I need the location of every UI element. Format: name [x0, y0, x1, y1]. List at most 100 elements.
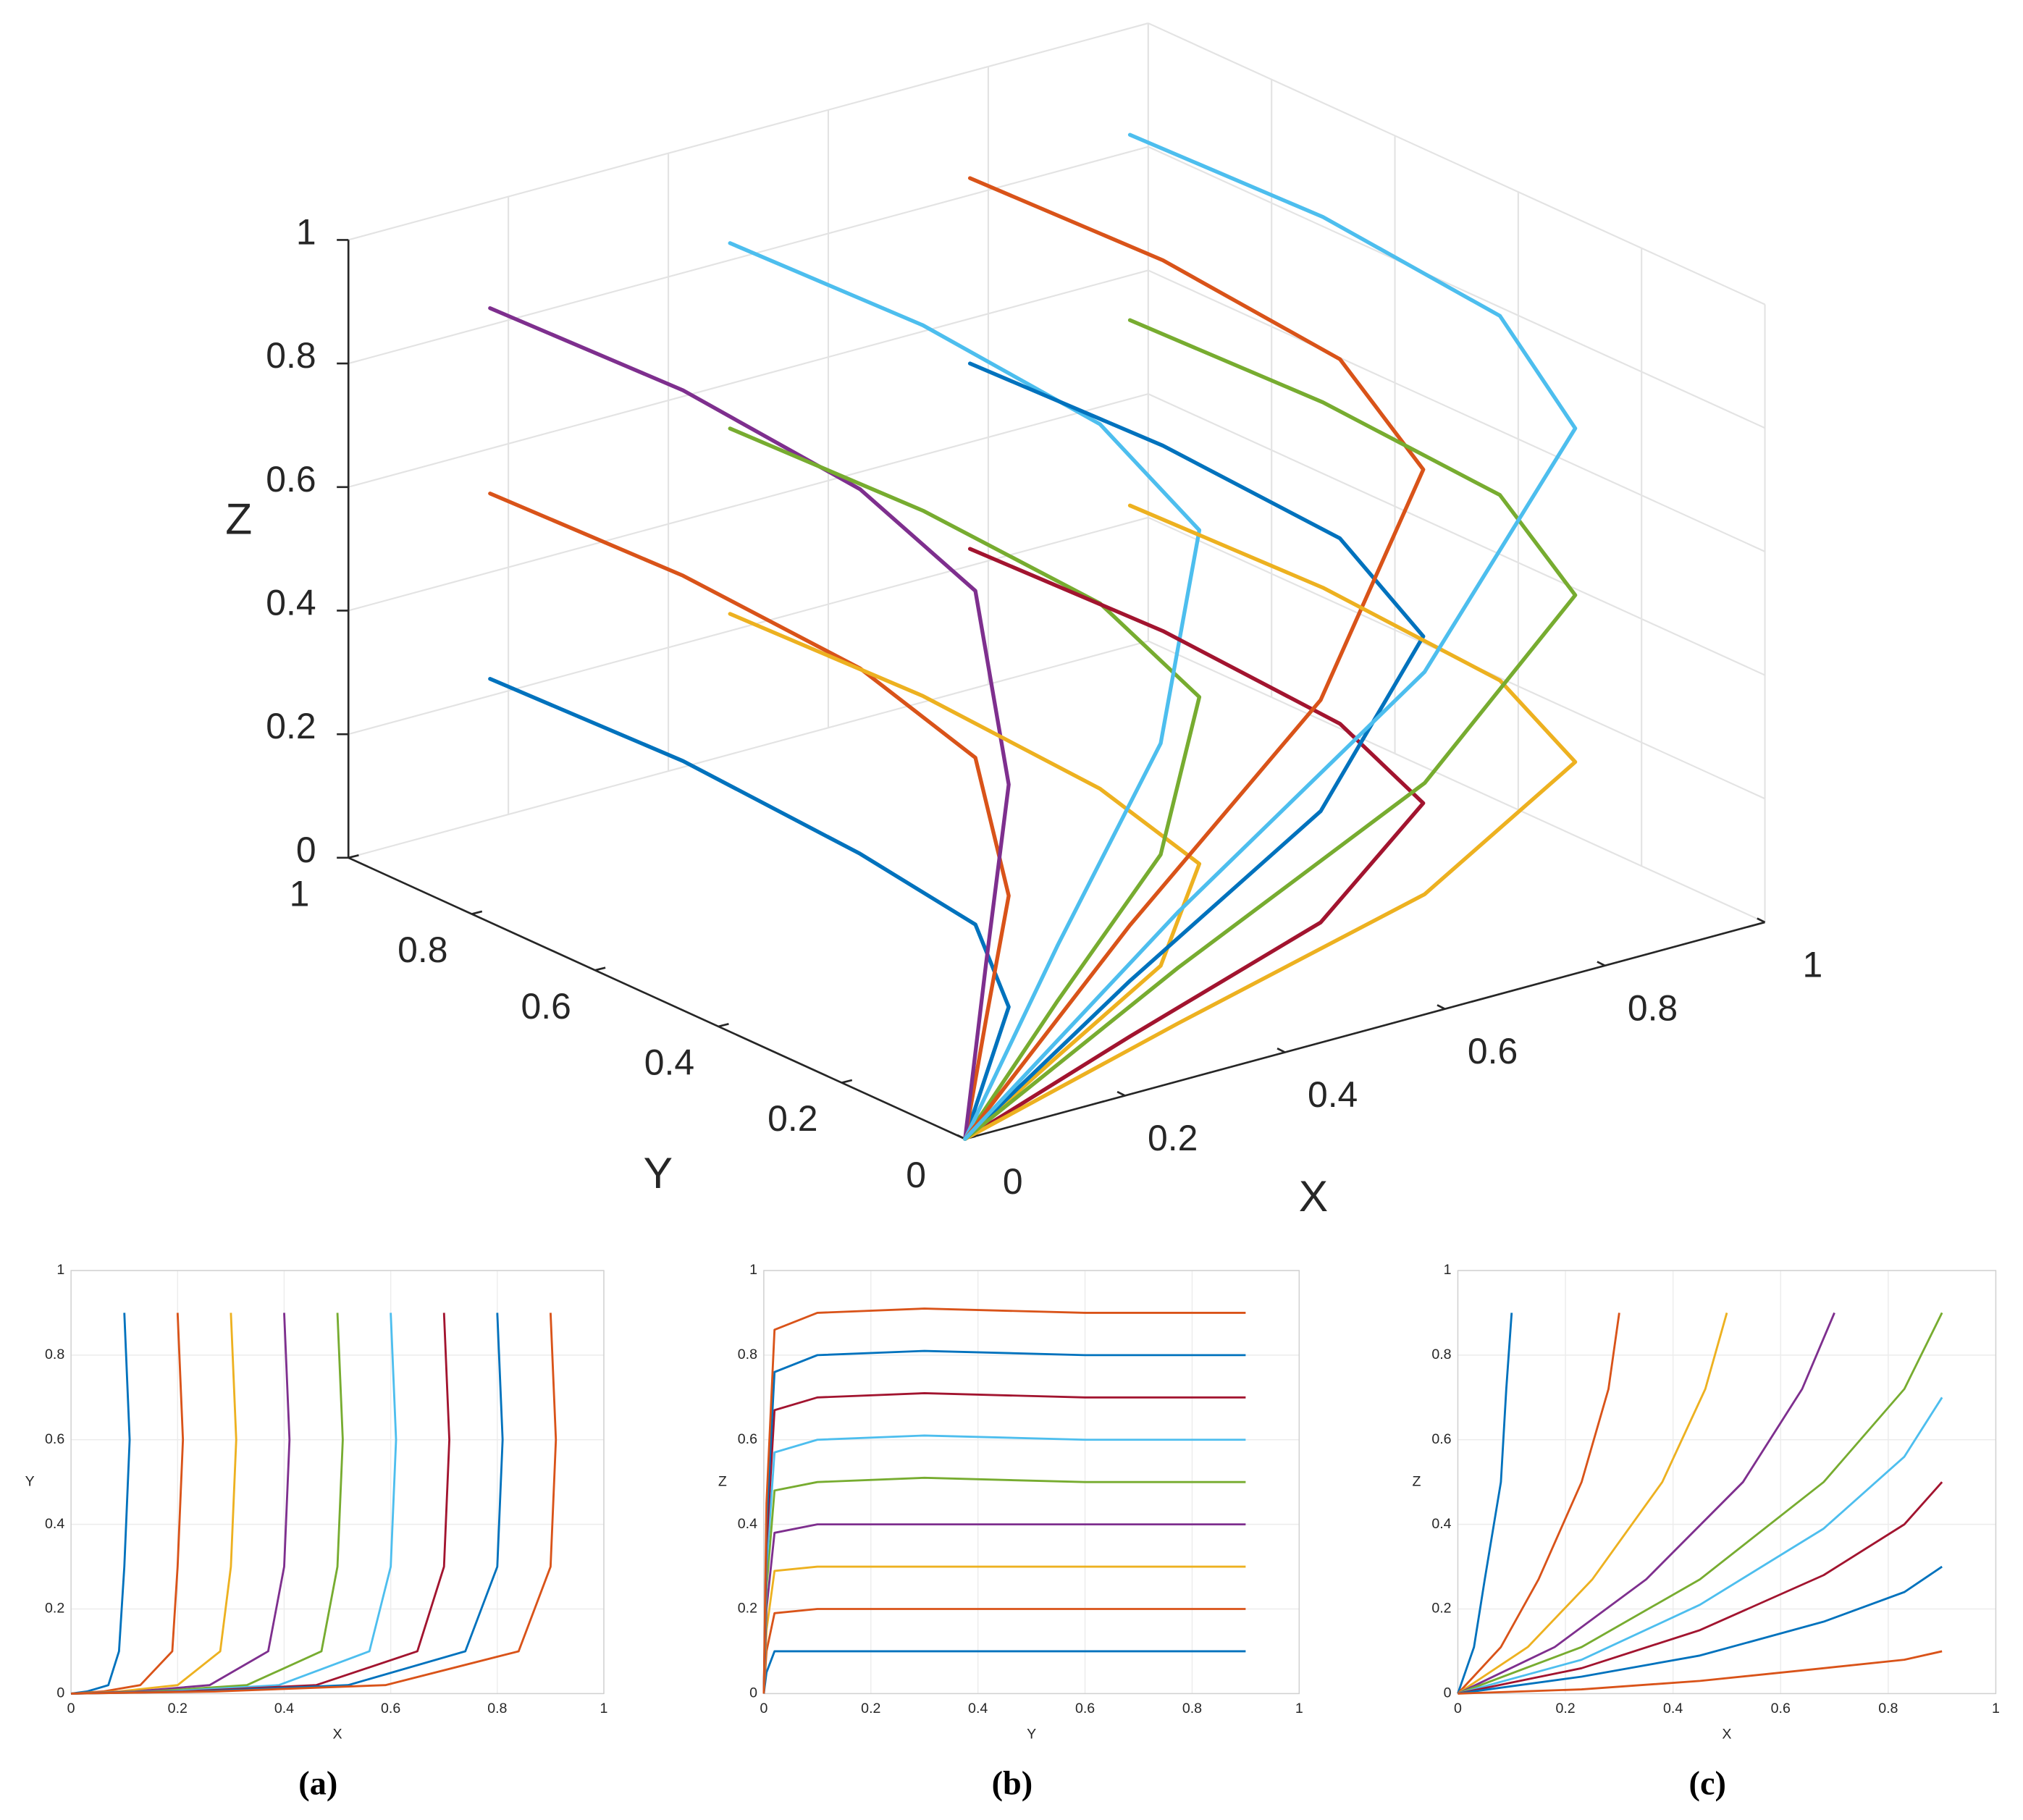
y-tick-label: 0.6 — [521, 986, 571, 1027]
y-axis-label: Z — [1412, 1473, 1421, 1489]
x-tick-label: 0 — [760, 1701, 767, 1716]
tick-mark — [1116, 1090, 1126, 1097]
z-tick-label: 0.2 — [266, 706, 316, 746]
z-tick-label: 0.8 — [266, 335, 316, 376]
y-tick-label: 1 — [290, 873, 310, 914]
grid-line — [348, 269, 1149, 488]
grid-line — [348, 146, 1149, 365]
y-tick-label: 0.8 — [1431, 1347, 1451, 1362]
trajectory — [70, 1313, 131, 1695]
tick-mark — [471, 910, 483, 915]
grid-line — [1148, 146, 1765, 429]
trajectory — [762, 1565, 1246, 1694]
caption: (b) — [992, 1765, 1033, 1802]
x-tick-label: 0.8 — [1628, 987, 1678, 1028]
x-tick-label: 0.2 — [1555, 1701, 1575, 1716]
y-tick-label: 0.8 — [45, 1347, 64, 1362]
trajectory — [1457, 1312, 1835, 1695]
caption: (c) — [1689, 1765, 1726, 1802]
grid-line — [348, 22, 1149, 241]
y-tick-label: 0.2 — [767, 1098, 817, 1139]
y-tick-label: 0.6 — [45, 1431, 64, 1447]
trajectory — [71, 1313, 344, 1695]
y-tick-label: 0.2 — [1431, 1601, 1451, 1617]
z-axis-label: Z — [225, 494, 252, 544]
x-tick-label: 1 — [1992, 1701, 2000, 1716]
trajectory — [71, 1313, 237, 1695]
y-tick-label: 0.2 — [738, 1601, 757, 1617]
plot-frame — [763, 1270, 1300, 1695]
plot-frame — [70, 1270, 605, 1695]
trajectory — [963, 176, 1426, 1141]
trajectory — [1458, 1565, 1943, 1695]
y-tick-label: 0.6 — [1431, 1431, 1451, 1447]
x-tick-label: 0 — [1003, 1161, 1023, 1202]
x-tick-label: 0 — [67, 1701, 75, 1716]
grid-line — [1148, 22, 1765, 306]
trajectory — [762, 1650, 1246, 1694]
x-tick-label: 0.6 — [1468, 1031, 1518, 1071]
trajectory — [488, 677, 1011, 1141]
y-tick-label: 0.4 — [45, 1516, 64, 1532]
trajectory — [963, 503, 1578, 1141]
x-tick-label: 0.4 — [1663, 1701, 1683, 1716]
tick-mark — [1437, 1004, 1446, 1010]
y-tick-label: 0.8 — [398, 930, 447, 970]
tick-mark — [348, 854, 359, 859]
trajectory — [762, 1349, 1246, 1694]
trajectory — [728, 612, 1202, 1141]
y-tick-label: 0.4 — [738, 1516, 757, 1532]
y-tick-label: 0.6 — [738, 1431, 757, 1447]
x-tick-label: 0.2 — [1148, 1118, 1198, 1158]
z-tick-label: 0 — [296, 830, 316, 870]
trajectory — [762, 1434, 1246, 1694]
y-tick-label: 1 — [1444, 1262, 1452, 1278]
x-tick-label: 0.4 — [1308, 1074, 1358, 1115]
x-axis-label: X — [333, 1727, 342, 1743]
trajectory — [963, 132, 1578, 1141]
trajectory — [1458, 1396, 1943, 1695]
trajectory — [762, 1476, 1246, 1694]
z-tick-label: 1 — [296, 211, 316, 252]
x-tick-label: 0.6 — [381, 1701, 400, 1716]
trajectory — [963, 547, 1426, 1141]
tick-mark — [594, 966, 606, 972]
y-tick-label: 0.4 — [1431, 1516, 1451, 1532]
caption: (a) — [298, 1765, 337, 1802]
grid-line — [1148, 640, 1765, 923]
x-tick-label: 0.2 — [168, 1701, 188, 1716]
y-tick-label: 0 — [1444, 1685, 1452, 1701]
trajectory — [1457, 1313, 1513, 1694]
trajectory — [488, 492, 1011, 1141]
trajectory — [728, 426, 1202, 1141]
y-tick-label: 1 — [56, 1262, 64, 1278]
y-axis-label: Z — [718, 1473, 727, 1489]
tick-mark — [1277, 1047, 1286, 1053]
trajectory — [1458, 1650, 1943, 1695]
x-tick-label: 0.8 — [1182, 1701, 1202, 1716]
x-tick-label: 0.4 — [274, 1701, 294, 1716]
grid-line — [1148, 269, 1765, 552]
x-tick-label: 0.4 — [968, 1701, 988, 1716]
y-tick-label: 0 — [56, 1685, 64, 1701]
trajectory — [963, 318, 1578, 1141]
x-axis — [964, 921, 1765, 1140]
y-tick-label: 1 — [749, 1262, 757, 1278]
x-tick-label: 1 — [1295, 1701, 1303, 1716]
x-tick-label: 0.6 — [1771, 1701, 1791, 1716]
x-axis-label: X — [1722, 1727, 1731, 1743]
trajectory — [762, 1307, 1246, 1694]
x-axis-label: Y — [1027, 1727, 1036, 1743]
y-axis-label: Y — [644, 1148, 673, 1197]
plot-frame — [1457, 1270, 1997, 1695]
trajectory — [488, 306, 1011, 1141]
y-axis-label: Y — [25, 1473, 35, 1489]
tick-mark — [841, 1079, 853, 1084]
trajectory — [1457, 1312, 1943, 1695]
x-tick-label: 1 — [1803, 944, 1823, 985]
x-axis-label: X — [1299, 1171, 1328, 1221]
y-tick-label: 0.4 — [644, 1042, 694, 1083]
trajectory — [1457, 1313, 1620, 1695]
